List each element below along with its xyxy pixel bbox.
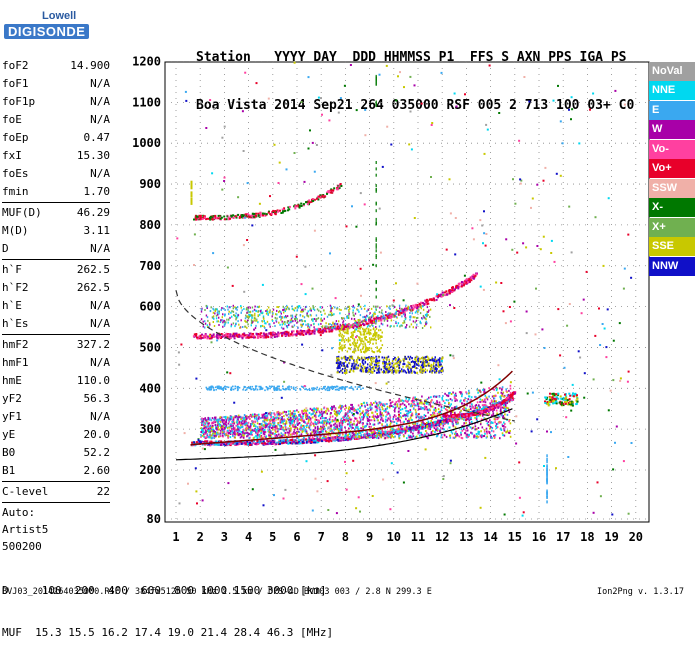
version-label: Ion2Png v. 1.3.17 [597,587,684,597]
x-tick-label: 12 [435,530,449,544]
legend-item-nnw: NNW [649,257,695,276]
y-tick-label: 1000 [132,136,161,150]
y-tick-label: 80 [147,512,161,526]
x-tick-label: 11 [411,530,425,544]
x-tick-label: 19 [604,530,618,544]
y-tick-label: 700 [139,259,161,273]
legend-item-x: X+ [649,218,695,237]
x-tick-label: 10 [387,530,401,544]
x-tick-label: 3 [221,530,228,544]
legend-item-sse: SSE [649,237,695,256]
legend-item-vo: Vo- [649,140,695,159]
legend-item-x: X- [649,198,695,217]
x-tick-label: 6 [293,530,300,544]
y-tick-label: 1100 [132,95,161,109]
y-tick-label: 800 [139,218,161,232]
y-tick-label: 900 [139,177,161,191]
muf-row: MUF 15.3 15.5 16.2 17.4 19.0 21.4 28.4 4… [2,626,333,640]
x-tick-label: 17 [556,530,570,544]
x-tick-label: 9 [366,530,373,544]
x-tick-label: 18 [580,530,594,544]
legend-item-w: W [649,120,695,139]
x-tick-label: 7 [318,530,325,544]
x-tick-label: 20 [629,530,643,544]
x-tick-label: 4 [245,530,252,544]
x-tick-label: 1 [172,530,179,544]
muf-table: D 100 200 400 600 800 1000 1500 3000 [km… [2,556,333,654]
y-tick-label: 600 [139,300,161,314]
x-tick-label: 13 [459,530,473,544]
legend-item-e: E [649,101,695,120]
legend-item-nne: NNE [649,81,695,100]
y-tick-label: 400 [139,381,161,395]
legend-item-ssw: SSW [649,179,695,198]
y-tick-label: 200 [139,463,161,477]
x-tick-label: 16 [532,530,546,544]
legend-item-noval: NoVal [649,62,695,81]
y-tick-label: 500 [139,340,161,354]
echo-traces [176,62,632,517]
x-tick-label: 5 [269,530,276,544]
file-info: BVJ03_2014264035000.RSF / 384fx512h 50 k… [2,587,432,597]
x-tick-label: 14 [483,530,497,544]
x-tick-label: 2 [197,530,204,544]
x-tick-label: 8 [342,530,349,544]
y-tick-label: 300 [139,422,161,436]
x-tick-label: 15 [508,530,522,544]
y-tick-label: 1200 [132,55,161,69]
plot-frame [165,62,649,522]
legend-item-vo: Vo+ [649,159,695,178]
